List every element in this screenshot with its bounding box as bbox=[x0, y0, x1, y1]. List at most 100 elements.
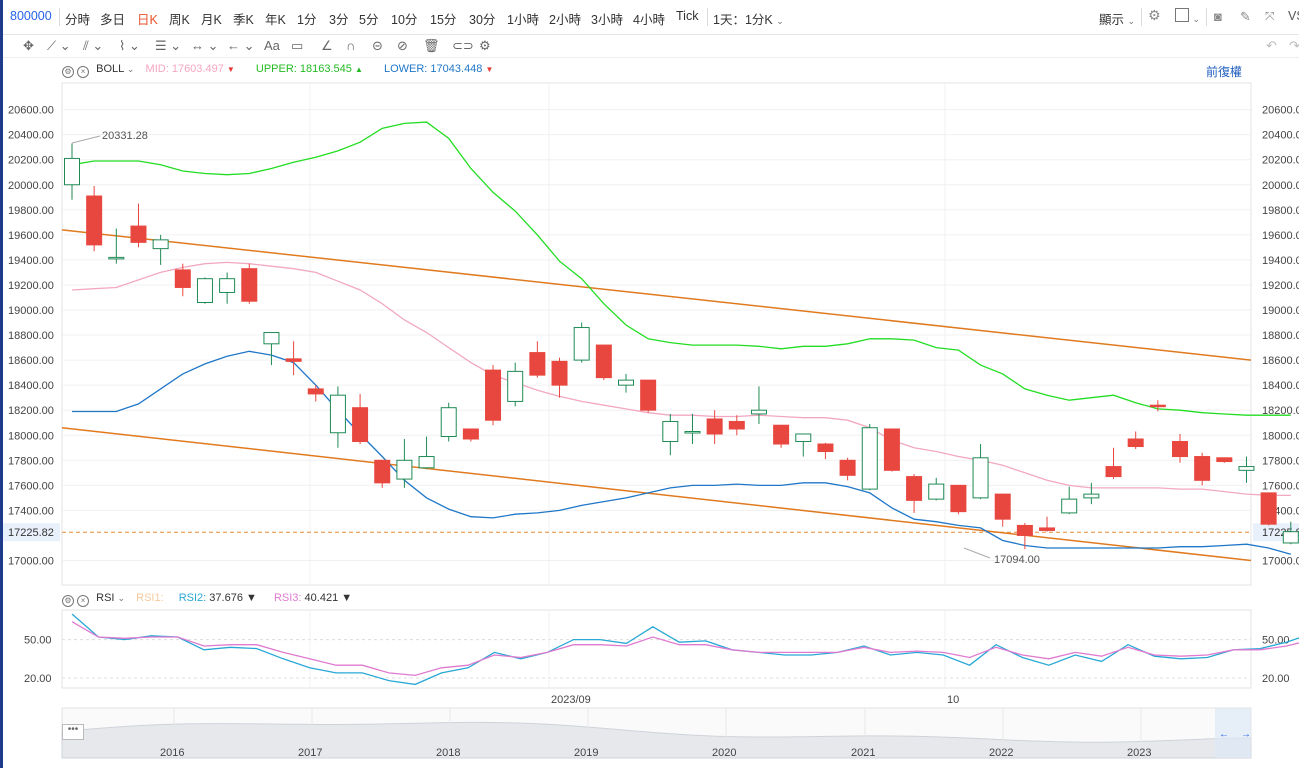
candle-body bbox=[174, 269, 191, 288]
candle-body bbox=[773, 424, 790, 445]
layout-square-icon[interactable]: ⌄ bbox=[1175, 8, 1200, 25]
overview-year-label: 2021 bbox=[851, 747, 875, 759]
period-tab-15m[interactable]: 15分 bbox=[430, 13, 457, 27]
close-icon[interactable]: × bbox=[77, 595, 90, 607]
magnet-icon[interactable]: ∩ bbox=[346, 38, 356, 53]
triangle-up-icon: ▲ bbox=[354, 65, 363, 74]
crosshair-move-icon[interactable]: ✥ bbox=[23, 38, 34, 53]
candle-body bbox=[684, 430, 701, 434]
candle-body bbox=[906, 476, 923, 501]
period-tab-weekly[interactable]: 周K bbox=[169, 13, 190, 27]
period-tab-4h[interactable]: 4小時 bbox=[633, 13, 665, 27]
fullscreen-icon[interactable]: ⤧ bbox=[1265, 9, 1275, 23]
candle-body bbox=[1149, 404, 1166, 408]
hide-icon[interactable]: ⊘ bbox=[397, 38, 408, 53]
y-tick-label-left: 17800.00 bbox=[8, 455, 54, 467]
period-tab-3h[interactable]: 3小時 bbox=[591, 13, 623, 27]
candle bbox=[196, 277, 213, 304]
candle bbox=[1216, 457, 1233, 463]
settings-icon[interactable]: ⚙ bbox=[479, 38, 491, 53]
boll-upper-line bbox=[71, 121, 1291, 416]
candle-body bbox=[640, 379, 657, 411]
pencil-icon[interactable]: ✎ bbox=[1240, 9, 1251, 24]
y-tick-label-right: 17800.00 bbox=[1262, 455, 1299, 467]
interval-dropdown[interactable]: 1天：1分K ⌄ bbox=[713, 13, 784, 27]
lock-icon[interactable]: ⊝ bbox=[372, 38, 383, 53]
candle bbox=[529, 341, 546, 378]
ruler-icon[interactable]: ∠ bbox=[321, 38, 333, 53]
period-tab-10m[interactable]: 10分 bbox=[391, 13, 418, 27]
text-tool-icon[interactable]: Aa bbox=[264, 38, 280, 53]
candle bbox=[418, 436, 435, 470]
period-tab-quarterly[interactable]: 季K bbox=[233, 13, 254, 27]
period-tab-1m[interactable]: 1分 bbox=[297, 13, 317, 27]
candle-body bbox=[462, 428, 479, 440]
period-tab-monthly[interactable]: 月K bbox=[201, 13, 222, 27]
mid-label: MID: bbox=[145, 63, 169, 75]
candle bbox=[285, 341, 302, 376]
period-tab-1h[interactable]: 1小時 bbox=[507, 13, 539, 27]
candle-body bbox=[573, 327, 590, 361]
measure-tool-icon[interactable]: ↔ ⌄ bbox=[191, 38, 219, 53]
candle-body bbox=[1127, 438, 1144, 448]
period-tab-3m[interactable]: 3分 bbox=[329, 13, 349, 27]
candle bbox=[374, 459, 391, 488]
triangle-down-icon: ▼ bbox=[341, 592, 353, 604]
close-icon[interactable]: × bbox=[77, 66, 90, 78]
candle bbox=[329, 386, 346, 448]
comment-tool-icon[interactable]: ▭ bbox=[291, 38, 304, 53]
candle bbox=[1172, 433, 1188, 463]
overview-year-label: 2020 bbox=[712, 747, 736, 759]
period-tab-intraday[interactable]: 分時 bbox=[65, 13, 91, 27]
candle bbox=[773, 424, 790, 448]
chevron-down-icon[interactable]: ⌄ bbox=[126, 64, 135, 74]
candle-body bbox=[618, 379, 634, 386]
top-toolbar: 800000 分時 多日 日K 周K 月K 季K 年K 1分 3分 5分 10分… bbox=[3, 0, 1299, 35]
period-tab-2h[interactable]: 2小時 bbox=[549, 13, 581, 27]
channel-tool-icon[interactable]: ⫽ ⌄ bbox=[83, 38, 104, 53]
symbol-code[interactable]: 800000 bbox=[10, 9, 52, 23]
compare-label[interactable]: VS bbox=[1288, 9, 1299, 23]
chevron-down-icon[interactable]: ⌄ bbox=[117, 593, 126, 603]
overview-year-label: 2022 bbox=[989, 747, 1013, 759]
candle-body bbox=[1061, 498, 1078, 514]
indicator-name[interactable]: BOLL bbox=[96, 63, 124, 75]
gear-icon[interactable]: ⚙ bbox=[62, 66, 74, 78]
trash-icon[interactable]: 🗑 bbox=[423, 38, 440, 53]
y-tick-label-right: 19400.00 bbox=[1262, 255, 1299, 267]
overview-year-label: 2018 bbox=[436, 747, 460, 759]
period-tab-tick[interactable]: Tick bbox=[676, 9, 699, 23]
candle bbox=[817, 442, 834, 460]
fibonacci-tool-icon[interactable]: ☰ ⌄ bbox=[155, 38, 182, 53]
pattern-tool-icon[interactable]: ⌇ ⌄ bbox=[119, 38, 140, 53]
overview-menu-button[interactable]: ••• bbox=[62, 724, 84, 740]
gear-icon[interactable]: ⚙ bbox=[1148, 7, 1161, 23]
price-adjust-toggle[interactable]: 前復權 bbox=[1206, 65, 1243, 79]
period-tab-5m[interactable]: 5分 bbox=[359, 13, 379, 27]
candle-body bbox=[196, 278, 213, 303]
candle-body bbox=[994, 493, 1011, 520]
overview-year-label: 2019 bbox=[574, 747, 598, 759]
display-dropdown[interactable]: 顯示 ⌄ bbox=[1099, 13, 1136, 27]
arrow-tool-icon[interactable]: ← ⌄ bbox=[227, 38, 255, 53]
redo-icon[interactable]: ↷ bbox=[1289, 38, 1299, 53]
gear-icon[interactable]: ⚙ bbox=[62, 595, 74, 607]
lower-value: 17043.448 bbox=[430, 63, 483, 75]
max-price-label: 20331.28 bbox=[102, 130, 148, 142]
y-tick-label-left: 20000.00 bbox=[8, 180, 54, 192]
indicator-name[interactable]: RSI bbox=[96, 592, 115, 604]
toggle-icon[interactable]: ⊂⊃ bbox=[452, 38, 474, 53]
camera-icon[interactable]: ◙ bbox=[1214, 9, 1222, 24]
period-tab-30m[interactable]: 30分 bbox=[469, 13, 496, 27]
candle bbox=[595, 344, 612, 381]
candle bbox=[64, 143, 80, 200]
period-tab-multiday[interactable]: 多日 bbox=[100, 13, 126, 27]
y-tick-label-right: 18000.00 bbox=[1262, 430, 1299, 442]
trend-line-tool-icon[interactable]: ⟋ ⌄ bbox=[47, 38, 71, 53]
candle-body bbox=[839, 459, 856, 476]
period-tab-yearly[interactable]: 年K bbox=[265, 13, 286, 27]
period-tab-daily[interactable]: 日K bbox=[137, 13, 158, 27]
candle bbox=[906, 474, 923, 513]
undo-icon[interactable]: ↶ bbox=[1266, 38, 1277, 53]
